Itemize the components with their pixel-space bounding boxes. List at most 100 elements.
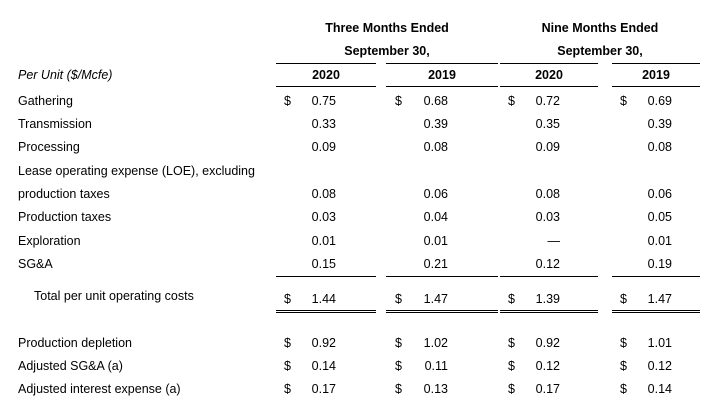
value-cell: 1.47 — [647, 292, 672, 306]
value-cell: 0.33 — [311, 117, 336, 131]
row-label-loe-continued: production taxes — [18, 187, 110, 201]
row-label-total-operating-costs: Total per unit operating costs — [34, 289, 194, 303]
value-cell: 0.35 — [535, 117, 560, 131]
value-cell: 0.08 — [535, 187, 560, 201]
row-label-transmission: Transmission — [18, 117, 92, 131]
three-months-header-line2: September 30, — [344, 44, 430, 58]
row-label-production-taxes: Production taxes — [18, 210, 112, 224]
value-cell: 0.03 — [311, 210, 336, 224]
dollar-sign: $ — [395, 382, 402, 396]
header-underline-col1 — [276, 63, 376, 64]
row-label-production-depletion: Production depletion — [18, 336, 132, 350]
header-underline-col3 — [500, 63, 598, 64]
dollar-sign: $ — [620, 94, 627, 108]
value-cell: 0.01 — [311, 234, 336, 248]
nine-months-header-line2: September 30, — [557, 44, 643, 58]
dollar-sign: $ — [395, 292, 402, 306]
dollar-sign: $ — [284, 382, 291, 396]
value-cell: 0.14 — [647, 382, 672, 396]
value-cell: 0.09 — [535, 140, 560, 154]
value-cell: 1.02 — [423, 336, 448, 350]
value-cell: 0.14 — [311, 359, 336, 373]
value-cell: 0.04 — [423, 210, 448, 224]
subtotal-underline-col1 — [276, 276, 376, 277]
nine-months-header-line1: Nine Months Ended — [541, 21, 659, 35]
total-underline-col1 — [276, 310, 376, 313]
value-cell: 0.13 — [423, 382, 448, 396]
header-underline-col4 — [612, 63, 700, 64]
value-cell: 0.05 — [647, 210, 672, 224]
row-label-gathering: Gathering — [18, 94, 73, 108]
value-cell: 0.01 — [423, 234, 448, 248]
value-cell: 0.19 — [647, 257, 672, 271]
value-cell: — — [547, 234, 561, 248]
header-underline-col2 — [386, 63, 498, 64]
per-unit-label: Per Unit ($/Mcfe) — [18, 68, 113, 82]
value-cell: 0.03 — [535, 210, 560, 224]
value-cell: 0.08 — [311, 187, 336, 201]
value-cell: 0.39 — [647, 117, 672, 131]
value-cell: 0.17 — [311, 382, 336, 396]
value-cell: 0.09 — [311, 140, 336, 154]
value-cell: 0.12 — [647, 359, 672, 373]
dollar-sign: $ — [395, 336, 402, 350]
value-cell: 0.06 — [647, 187, 672, 201]
value-cell: 0.68 — [423, 94, 448, 108]
value-cell: 0.17 — [535, 382, 560, 396]
dollar-sign: $ — [284, 292, 291, 306]
value-cell: 0.11 — [424, 359, 448, 373]
year-2020-three-months: 2020 — [312, 68, 340, 82]
value-cell: 0.75 — [311, 94, 336, 108]
dollar-sign: $ — [508, 292, 515, 306]
dollar-sign: $ — [620, 292, 627, 306]
value-cell: 0.15 — [311, 257, 336, 271]
value-cell: 1.39 — [535, 292, 560, 306]
dollar-sign: $ — [508, 336, 515, 350]
dollar-sign: $ — [508, 359, 515, 373]
dollar-sign: $ — [620, 359, 627, 373]
value-cell: 0.08 — [423, 140, 448, 154]
value-cell: 0.92 — [311, 336, 336, 350]
year-2019-nine-months: 2019 — [642, 68, 670, 82]
row-label-adjusted-interest-expense: Adjusted interest expense (a) — [18, 382, 181, 396]
dollar-sign: $ — [508, 382, 515, 396]
row-label-processing: Processing — [18, 140, 80, 154]
dollar-sign: $ — [284, 336, 291, 350]
total-underline-col2 — [386, 310, 498, 313]
dollar-sign: $ — [284, 94, 291, 108]
value-cell: 0.39 — [423, 117, 448, 131]
year-underline-col3 — [500, 86, 598, 87]
value-cell: 0.12 — [535, 359, 560, 373]
subtotal-underline-col4 — [612, 276, 700, 277]
dollar-sign: $ — [395, 359, 402, 373]
value-cell: 1.44 — [311, 292, 336, 306]
row-label-sga: SG&A — [18, 257, 53, 271]
year-underline-col2 — [386, 86, 498, 87]
year-underline-col1 — [276, 86, 376, 87]
value-cell: 0.21 — [423, 257, 448, 271]
subtotal-underline-col2 — [386, 276, 498, 277]
dollar-sign: $ — [508, 94, 515, 108]
dollar-sign: $ — [620, 382, 627, 396]
value-cell: 0.92 — [535, 336, 560, 350]
value-cell: 0.06 — [423, 187, 448, 201]
value-cell: 1.47 — [423, 292, 448, 306]
dollar-sign: $ — [620, 336, 627, 350]
value-cell: 0.01 — [647, 234, 672, 248]
value-cell: 0.08 — [647, 140, 672, 154]
row-label-exploration: Exploration — [18, 234, 81, 248]
subtotal-underline-col3 — [500, 276, 598, 277]
three-months-header-line1: Three Months Ended — [325, 21, 449, 35]
total-underline-col3 — [500, 310, 598, 313]
row-label-adjusted-sga: Adjusted SG&A (a) — [18, 359, 123, 373]
year-underline-col4 — [612, 86, 700, 87]
value-cell: 0.12 — [535, 257, 560, 271]
dollar-sign: $ — [395, 94, 402, 108]
dollar-sign: $ — [284, 359, 291, 373]
year-2019-three-months: 2019 — [428, 68, 456, 82]
value-cell: 1.01 — [647, 336, 672, 350]
year-2020-nine-months: 2020 — [535, 68, 563, 82]
total-underline-col4 — [612, 310, 700, 313]
value-cell: 0.69 — [647, 94, 672, 108]
value-cell: 0.72 — [535, 94, 560, 108]
